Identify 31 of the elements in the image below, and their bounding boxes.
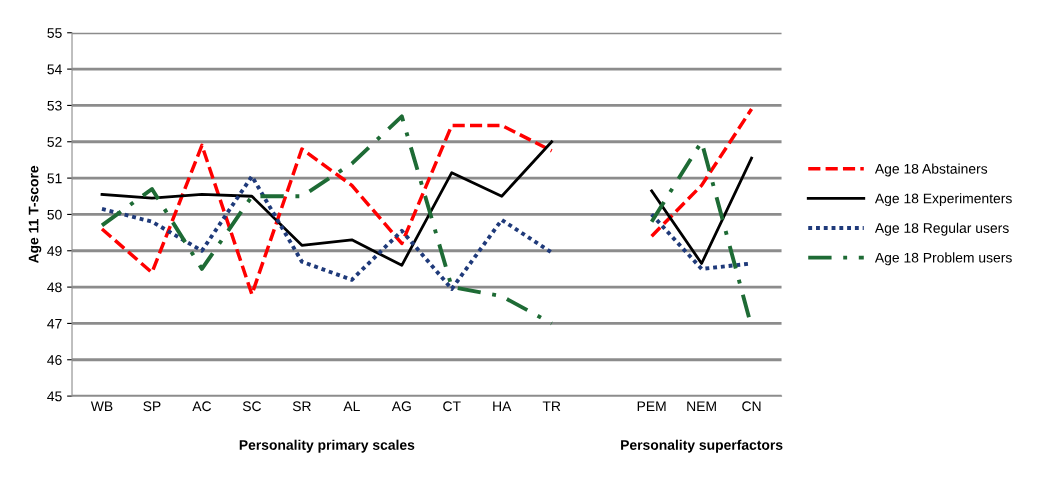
y-tick-label: 53 (47, 100, 62, 111)
x-tick-label: WB (90, 401, 113, 412)
legend-label: Age 18 Regular users (874, 222, 1009, 236)
y-tick-label: 54 (47, 64, 62, 75)
x-tick-label: TR (542, 401, 561, 412)
legend-label: Age 18 Problem users (874, 252, 1012, 266)
y-tick-label: 45 (47, 391, 62, 402)
x-tick-label: CN (742, 401, 761, 412)
x-tick-label: SR (292, 401, 311, 412)
x-tick-label: AC (192, 401, 212, 412)
x-tick-label: PEM (637, 401, 666, 412)
x-tick-label: AG (391, 401, 411, 412)
x-tick-label: AL (343, 401, 360, 412)
y-tick-label: 46 (47, 355, 62, 365)
y-tick-label: 50 (47, 209, 62, 220)
y-tick-label: 55 (47, 28, 62, 38)
x-tick-label: HA (493, 401, 512, 412)
x-tick-label: CT (443, 401, 461, 412)
x-tick-label: NEM (687, 401, 716, 412)
y-tick-label: 52 (47, 137, 62, 147)
legend-label: Age 18 Experimenters (874, 193, 1012, 207)
text: Personality superfactors (621, 439, 783, 453)
y-tick-label: 49 (47, 246, 62, 256)
x-tick-label: SP (143, 401, 161, 412)
legend-label: Age 18 Abstainers (874, 163, 988, 177)
y-tick-label: 48 (47, 282, 62, 293)
text: Personality primary scales (239, 439, 415, 453)
x-tick-label: SC (242, 401, 262, 412)
y-axis-title: Age 11 T-score (28, 165, 42, 264)
y-tick-label: 47 (47, 318, 62, 329)
y-tick-label: 51 (47, 173, 62, 184)
